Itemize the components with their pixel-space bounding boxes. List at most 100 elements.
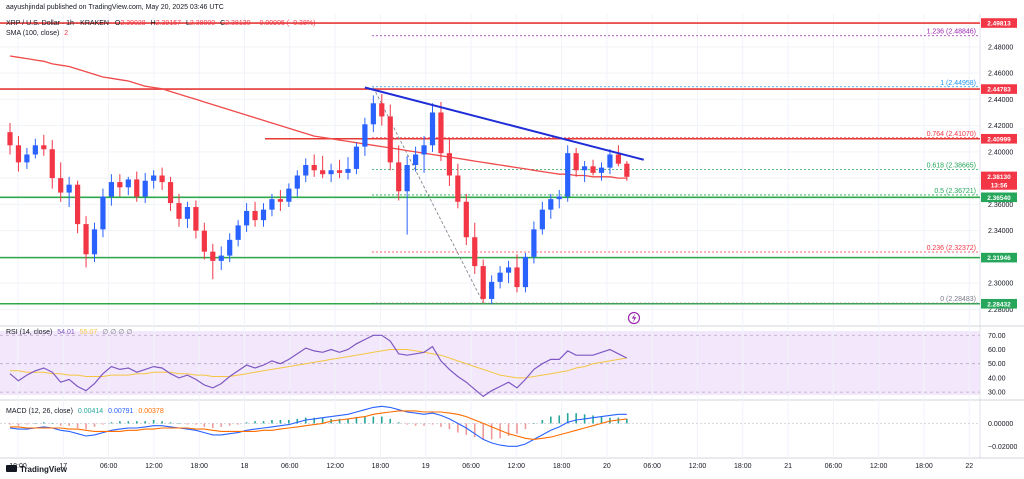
trend-layer xyxy=(364,86,645,161)
macd-histogram-bar xyxy=(313,417,315,424)
candle-body xyxy=(615,154,621,164)
ohlc-c-label: C xyxy=(220,20,225,27)
macd-histogram-bar xyxy=(355,417,358,424)
macd-histogram-bar xyxy=(321,417,324,424)
candle-body xyxy=(91,229,98,255)
macd-legend-signal: 0.00378 xyxy=(138,408,163,415)
price-label-text: 2.40999 xyxy=(987,136,1011,143)
time-tick-label: 06:00 xyxy=(462,463,480,470)
price-label-text: 2.38130 xyxy=(987,174,1011,181)
bearish-trend-line xyxy=(364,86,645,161)
macd-histogram-bar xyxy=(533,423,535,425)
candle-body xyxy=(472,237,478,267)
macd-histogram-bar xyxy=(296,418,299,424)
candle-body xyxy=(413,154,419,165)
candle-body xyxy=(345,168,351,173)
ohlc-change: −0.00905 (−0.38%) xyxy=(255,20,315,27)
candle-body xyxy=(598,167,605,173)
time-tick-label: 18:00 xyxy=(9,463,27,470)
time-axis[interactable]: 18:00 17 06:00 12:00 18:00 18 06:00 12:00 18:00 1… xyxy=(9,463,973,470)
tradingview-logo[interactable]: TradingView xyxy=(6,465,68,474)
candle-body xyxy=(83,224,89,255)
candle-body xyxy=(497,272,503,282)
candle-body xyxy=(311,165,317,171)
time-tick-label: 06:00 xyxy=(281,463,299,470)
ohlc-l-label: L xyxy=(186,20,190,27)
macd-histogram-bar xyxy=(203,423,206,427)
candle-body xyxy=(117,182,123,188)
sma-legend[interactable]: SMA (100, close) 2 xyxy=(6,30,68,37)
macd-histogram-bar xyxy=(457,423,459,433)
flash-icon[interactable] xyxy=(627,311,641,325)
macd-histogram-bar xyxy=(271,420,273,424)
macd-line xyxy=(9,405,627,447)
candle-body xyxy=(565,153,571,197)
macd-histogram-bar xyxy=(617,417,620,424)
candle-body xyxy=(193,207,199,231)
sma-layer xyxy=(9,55,627,179)
rsi-tick-label: 40.00 xyxy=(988,375,1006,382)
macd-histogram-bar xyxy=(507,423,510,436)
candle-body xyxy=(66,184,72,193)
time-tick-label: 12:00 xyxy=(508,463,526,470)
published-line: aayushjindal published on TradingView.co… xyxy=(6,4,224,11)
macd-histogram-bar xyxy=(364,416,366,424)
macd-histogram-bar xyxy=(262,421,265,424)
time-tick-label: 18:00 xyxy=(915,463,933,470)
macd-histogram-bar xyxy=(414,423,417,426)
ohlc-l-value: 2.38000 xyxy=(190,20,215,27)
time-tick-label: 20 xyxy=(603,463,611,470)
candle-body xyxy=(353,146,360,169)
candle-body xyxy=(303,165,309,176)
macd-histogram-bar xyxy=(600,416,603,424)
candle-body xyxy=(75,184,81,225)
macd-histogram-bar xyxy=(127,421,130,424)
macd-histogram-bar xyxy=(541,420,544,424)
time-tick-label: 12:00 xyxy=(870,463,888,470)
candle-body xyxy=(252,210,258,221)
candle-body xyxy=(531,229,537,257)
macd-histogram-bar xyxy=(178,423,180,425)
candle-body xyxy=(134,179,140,197)
sma-legend-value: 2 xyxy=(64,30,68,37)
fib-level-label: 0 (2.28483) xyxy=(940,296,976,303)
rsi-legend-label: RSI (14, close) xyxy=(6,329,52,336)
price-label-text: 2.44783 xyxy=(987,87,1011,94)
candle-body xyxy=(624,163,630,177)
candle-body xyxy=(176,203,182,219)
macd-tick-label: −0.02000 xyxy=(988,444,1017,451)
macd-histogram-bar xyxy=(566,413,569,424)
candle-body xyxy=(201,230,207,252)
rsi-legend-value: 54.01 xyxy=(57,329,75,336)
time-tick-label: 06:00 xyxy=(825,463,843,470)
price-label-bg xyxy=(981,180,1017,190)
macd-legend[interactable]: MACD (12, 26, close) 0.00414 0.00791 0.0… xyxy=(6,408,164,415)
rsi-legend-icons: ∅ ∅ ∅ ∅ xyxy=(102,329,132,336)
candle-body xyxy=(218,255,224,261)
macd-histogram-bar xyxy=(406,423,408,425)
candle-body xyxy=(607,154,613,168)
macd-histogram-bar xyxy=(482,423,484,440)
candle-body xyxy=(379,103,385,117)
macd-histogram-bar xyxy=(68,423,70,426)
price-tick-label: 2.30000 xyxy=(988,281,1013,288)
price-tick-label: 2.48000 xyxy=(988,44,1013,51)
time-tick-label: 22 xyxy=(965,463,973,470)
rsi-sma-line xyxy=(10,349,627,379)
macd-histogram-bar xyxy=(212,423,214,428)
fib-level-label: 0.236 (2.32372) xyxy=(927,245,976,252)
time-tick-label: 12:00 xyxy=(326,463,344,470)
time-tick-label: 12:00 xyxy=(145,463,163,470)
macd-histogram-bar xyxy=(389,418,392,424)
time-tick-label: 21 xyxy=(784,463,792,470)
macd-histogram-bar xyxy=(161,421,163,424)
price-label-bg xyxy=(981,171,1017,182)
ohlc-o-label: O xyxy=(115,20,121,27)
rsi-legend[interactable]: RSI (14, close) 54.01 55.07 ∅ ∅ ∅ ∅ xyxy=(6,329,132,336)
candle-body xyxy=(548,199,554,210)
macd-layer xyxy=(0,405,980,447)
candle-body xyxy=(429,112,436,146)
candle-body xyxy=(108,182,114,197)
